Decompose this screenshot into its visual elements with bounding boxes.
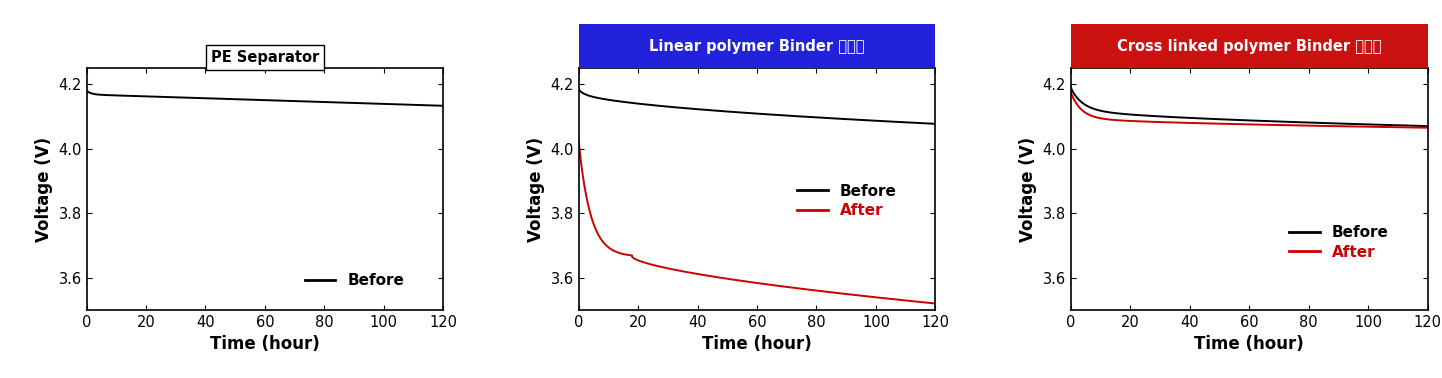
X-axis label: Time (hour): Time (hour) (702, 335, 812, 353)
FancyBboxPatch shape (578, 25, 936, 68)
X-axis label: Time (hour): Time (hour) (1194, 335, 1304, 353)
Text: Linear polymer Binder 복합막: Linear polymer Binder 복합막 (649, 39, 865, 54)
FancyBboxPatch shape (1071, 25, 1428, 68)
Y-axis label: Voltage (V): Voltage (V) (1019, 136, 1037, 242)
Legend: Before, After: Before, After (1283, 219, 1394, 266)
Y-axis label: Voltage (V): Voltage (V) (35, 136, 53, 242)
X-axis label: Time (hour): Time (hour) (211, 335, 320, 353)
Text: PE Separator: PE Separator (211, 50, 319, 65)
Y-axis label: Voltage (V): Voltage (V) (526, 136, 545, 242)
Legend: Before, After: Before, After (790, 178, 903, 225)
Text: Cross linked polymer Binder 복합막: Cross linked polymer Binder 복합막 (1118, 39, 1381, 54)
Legend: Before: Before (298, 267, 411, 294)
